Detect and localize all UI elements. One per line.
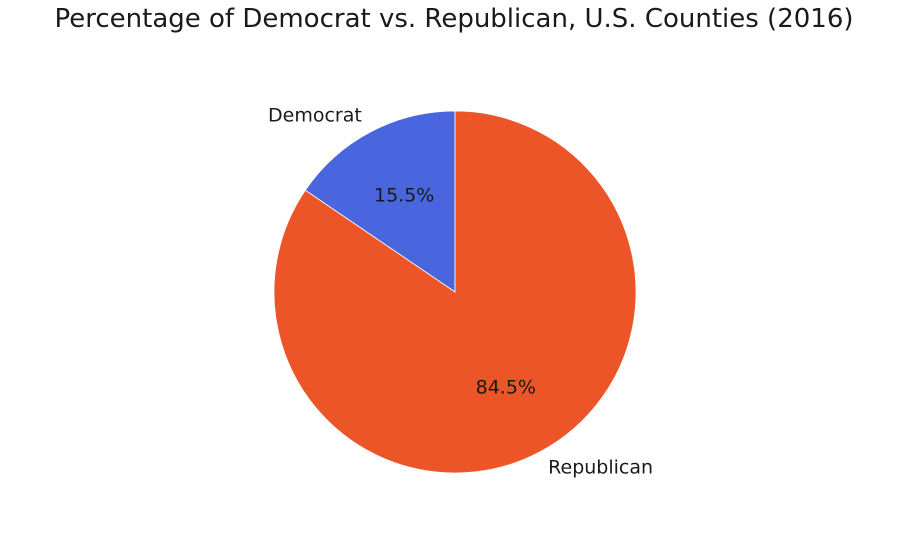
pie-slices (273, 110, 637, 474)
pie-slice-republican (273, 110, 637, 474)
pct-label-democrat: 15.5% (374, 185, 434, 207)
pct-label-republican: 84.5% (476, 376, 536, 398)
slice-label-republican: Republican (548, 456, 653, 478)
pie-slice-democrat (304, 110, 456, 293)
slice-label-democrat: Democrat (268, 105, 362, 127)
pie-labels: Democrat 15.5% Republican 84.5% (268, 105, 653, 479)
chart-title: Percentage of Democrat vs. Republican, U… (54, 4, 854, 34)
